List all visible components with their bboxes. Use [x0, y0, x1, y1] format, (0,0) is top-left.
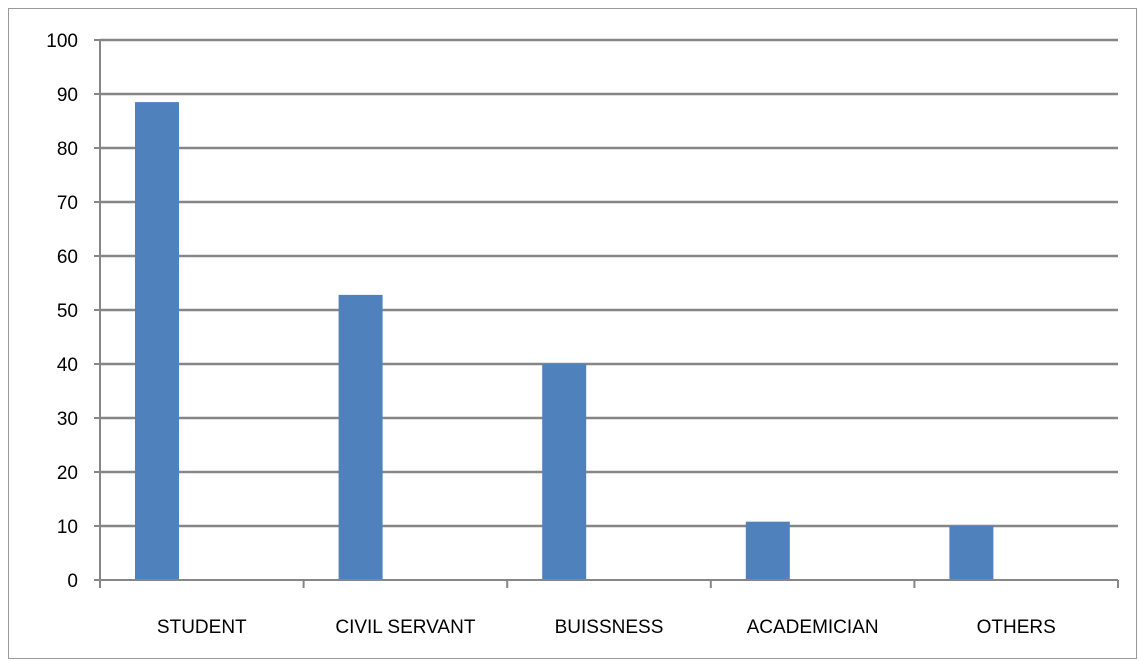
gridlines [100, 38, 1118, 528]
y-tick-labels: 0 10 20 30 40 50 60 70 80 90 100 [46, 31, 78, 592]
bar-others [949, 526, 994, 580]
y-tick-label-60: 60 [57, 247, 78, 268]
y-tick-label-10: 10 [57, 517, 78, 538]
x-tick-label-academician: ACADEMICIAN [747, 617, 879, 638]
y-tick-label-70: 70 [57, 193, 78, 214]
x-tick-label-buissness: BUISSNESS [555, 617, 664, 638]
y-tick-label-0: 0 [67, 571, 78, 592]
bar-academician [745, 521, 790, 580]
y-tick-label-80: 80 [57, 139, 78, 160]
y-tick-label-30: 30 [57, 409, 78, 430]
bar-buissness [542, 364, 587, 580]
bars [135, 102, 994, 580]
y-tick-label-90: 90 [57, 85, 78, 106]
x-tick-labels: STUDENT CIVIL SERVANT BUISSNESS ACADEMICIAN… [157, 617, 1056, 638]
x-tick-label-others: OTHERS [977, 617, 1056, 638]
bar-student [135, 102, 179, 580]
y-tick-label-50: 50 [57, 301, 78, 322]
y-tick-label-100: 100 [46, 31, 78, 52]
x-tick-label-student: STUDENT [157, 617, 247, 638]
y-tick-label-20: 20 [57, 463, 78, 484]
y-tick-label-40: 40 [57, 355, 78, 376]
axes [94, 39, 1119, 588]
x-tick-label-civil-servant: CIVIL SERVANT [335, 617, 475, 638]
bar-civil-servant [338, 294, 383, 580]
